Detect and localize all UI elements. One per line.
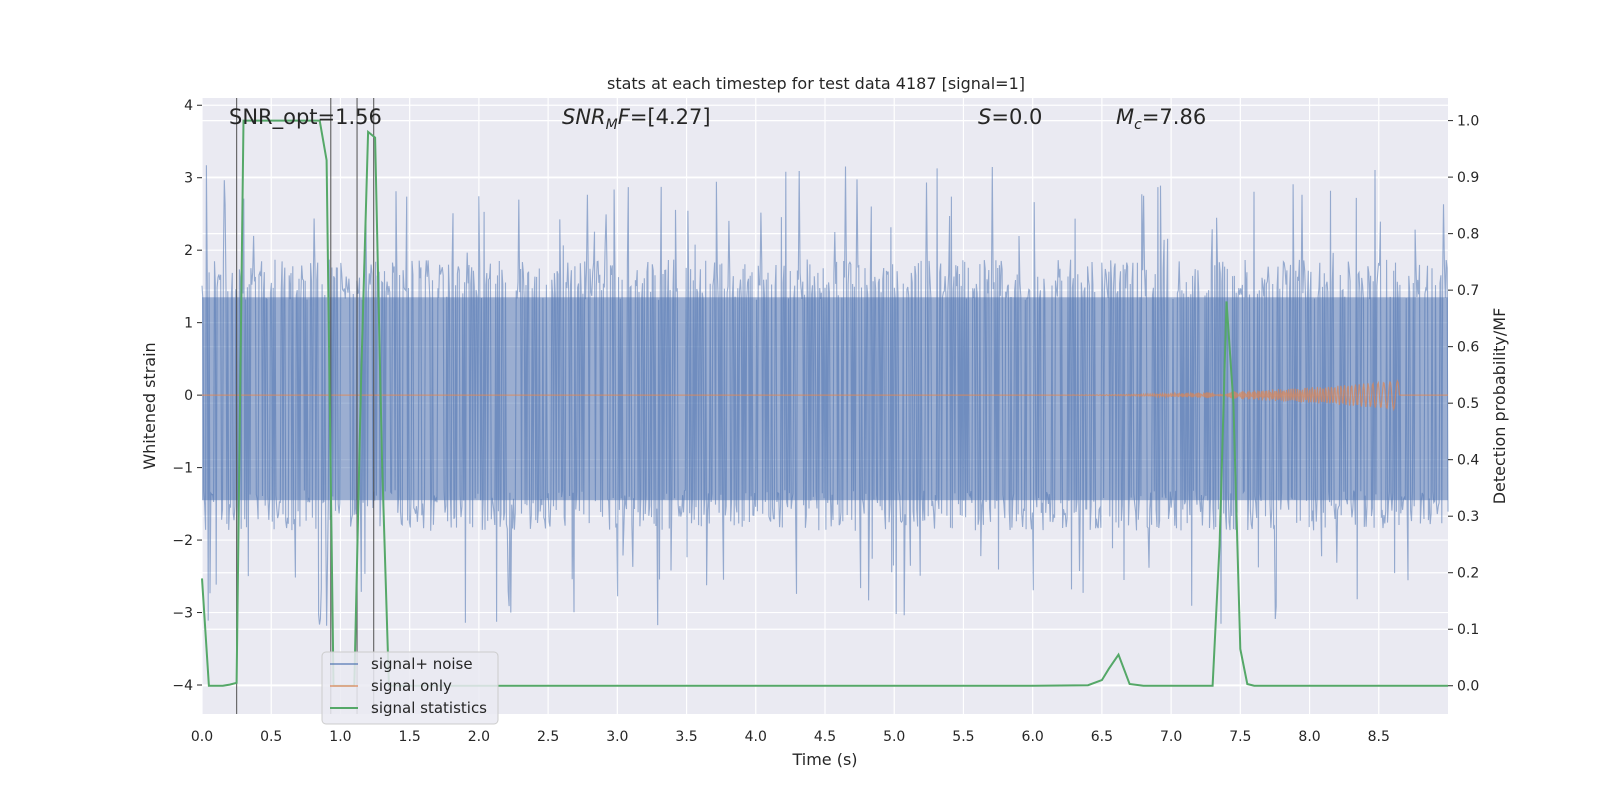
x-tick-label: 4.5 xyxy=(814,729,836,745)
legend-label-signal: signal only xyxy=(371,677,452,695)
y-tick-label: 1 xyxy=(184,316,193,332)
x-tick-label: 6.0 xyxy=(1022,729,1044,745)
x-tick-label: 4.0 xyxy=(745,729,767,745)
y-tick-label: 4 xyxy=(184,98,193,114)
x-tick-label: 7.0 xyxy=(1160,729,1182,745)
x-tick-label: 1.0 xyxy=(329,729,351,745)
x-tick-label: 5.0 xyxy=(883,729,905,745)
x-tick-label: 0.0 xyxy=(191,729,213,745)
annotation-snr-mf: SNRMF=[4.27] xyxy=(562,105,711,133)
annotation-mc: Mc=7.86 xyxy=(1116,105,1206,133)
y-tick-label: −3 xyxy=(172,606,193,622)
x-tick-label: 2.0 xyxy=(468,729,490,745)
annotation-s: S=0.0 xyxy=(978,105,1042,129)
y-tick-label: −4 xyxy=(172,678,193,694)
noise-line xyxy=(201,165,1449,626)
y-tick-label: 2 xyxy=(184,243,193,259)
y2-tick-label: 0.8 xyxy=(1457,227,1479,243)
legend-box xyxy=(321,651,499,725)
x-tick-label: 2.5 xyxy=(537,729,559,745)
x-tick-label: 8.0 xyxy=(1298,729,1320,745)
legend: signal+ noise signal only signal statist… xyxy=(321,651,499,725)
y2-tick-label: 1.0 xyxy=(1457,114,1479,130)
chart-title: stats at each timestep for test data 418… xyxy=(607,74,1025,93)
y2-tick-label: 0.4 xyxy=(1457,453,1479,469)
x-tick-label: 8.5 xyxy=(1368,729,1390,745)
annotation-snr-opt: SNR_opt=1.56 xyxy=(229,105,382,130)
legend-label-noise: signal+ noise xyxy=(371,655,473,673)
y-tick-label: 0 xyxy=(184,388,193,404)
x-tick-label: 6.5 xyxy=(1091,729,1113,745)
x-axis-label: Time (s) xyxy=(791,750,857,769)
y-axis-label: Whitened strain xyxy=(140,342,159,469)
y-tick-label: 3 xyxy=(184,171,193,187)
y-tick-label: −1 xyxy=(172,461,193,477)
y2-tick-label: 0.7 xyxy=(1457,283,1479,299)
series-signal-only xyxy=(202,379,1448,412)
y2-axis-label: Detection probability/MF xyxy=(1490,308,1509,505)
x-axis-ticks: 0.0 0.5 1.0 1.5 2.0 2.5 3.0 3.5 4.0 4.5 5.0 5.5 6.0 6… xyxy=(191,729,1390,745)
y-tick-label: −2 xyxy=(172,533,193,549)
y2-axis-ticks: 1.0 0.9 0.8 0.7 0.6 0.5 0.4 0.3 0.2 0.1 0.0 xyxy=(1448,114,1479,695)
x-tick-label: 1.5 xyxy=(399,729,421,745)
legend-label-stats: signal statistics xyxy=(371,699,487,717)
y-axis-ticks: 4 3 2 1 0 −1 −2 −3 −4 xyxy=(172,98,202,694)
x-tick-label: 3.0 xyxy=(606,729,628,745)
y2-tick-label: 0.6 xyxy=(1457,340,1479,356)
signal-chirp-line xyxy=(1032,379,1401,412)
x-tick-label: 0.5 xyxy=(260,729,282,745)
y2-tick-label: 0.0 xyxy=(1457,679,1479,695)
series-signal-noise xyxy=(201,165,1449,626)
y2-tick-label: 0.2 xyxy=(1457,566,1479,582)
y2-tick-label: 0.1 xyxy=(1457,622,1479,638)
y2-tick-label: 0.9 xyxy=(1457,170,1479,186)
x-tick-label: 3.5 xyxy=(675,729,697,745)
x-tick-label: 5.5 xyxy=(952,729,974,745)
x-tick-label: 7.5 xyxy=(1229,729,1251,745)
y2-tick-label: 0.5 xyxy=(1457,396,1479,412)
y2-tick-label: 0.3 xyxy=(1457,509,1479,525)
